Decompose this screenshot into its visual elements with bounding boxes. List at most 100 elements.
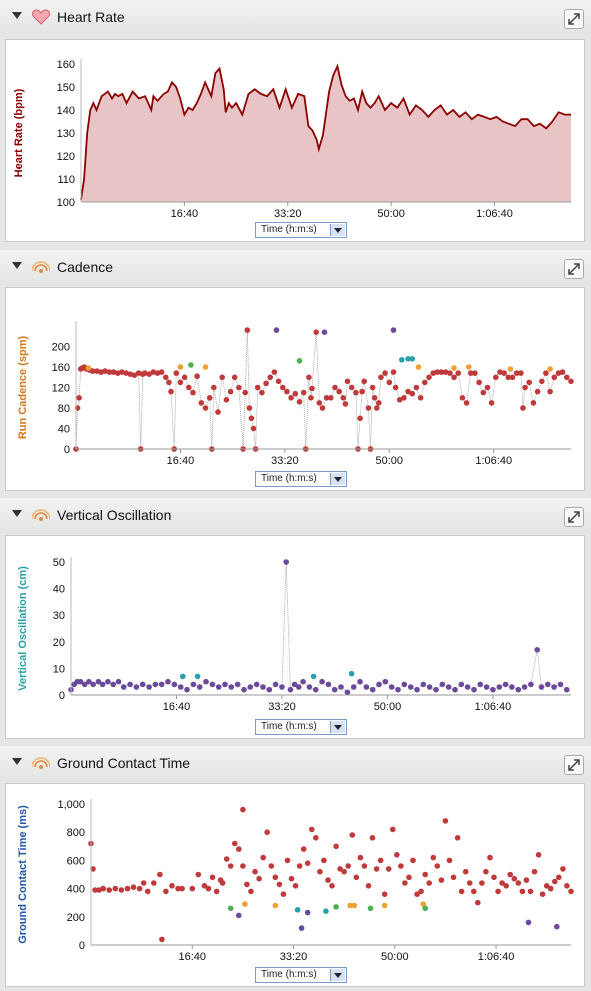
y-tick-label: 100 [57,197,75,209]
chevron-down-icon [330,969,345,981]
data-point [90,866,96,872]
data-point [325,877,331,883]
data-point [173,370,180,376]
data-point-highlight [351,902,358,909]
data-point [308,395,314,401]
data-point [163,374,169,381]
data-point [296,399,303,405]
data-point [480,389,487,396]
collapse-icon[interactable] [12,758,22,765]
data-point [296,863,303,869]
data-point [139,681,146,688]
data-point [146,371,152,377]
data-point [232,840,238,847]
data-point [209,874,216,881]
data-point [280,891,287,897]
data-point [234,681,241,688]
data-point [547,388,553,395]
data-point [247,684,254,690]
y-tick-label: 0 [64,444,70,456]
data-point [271,369,278,375]
data-point [336,388,343,395]
data-point [266,686,273,693]
data-point [342,401,349,407]
data-point [319,678,325,685]
data-point [159,936,165,943]
data-point [106,887,112,893]
cadence-panel: Cadence 0 40 80 120 160 200 16:40 33:20 50:00 1:0… [0,250,591,496]
data-point [518,370,524,376]
data-point [215,684,222,690]
data-point [304,860,311,866]
data-point [292,390,299,397]
data-point [519,888,526,895]
data-point-highlight [507,366,514,372]
data-point [564,883,570,889]
plot-group: 0 200 400 600 800 1,000 16:40 33:20 50:00 1:06:40… [17,799,574,963]
data-point [248,415,255,422]
panel-header: Cadence [0,250,591,284]
x-tick-label: 50:00 [376,455,404,467]
data-point [394,852,400,858]
data-point-highlight [202,364,209,370]
data-point [527,888,534,895]
data-point [284,388,290,395]
data-point [317,868,323,875]
data-point [409,390,416,397]
data-point [259,389,265,396]
data-point [568,378,574,385]
data-point [539,891,546,897]
data-point [422,379,428,386]
expand-icon[interactable] [564,507,584,527]
expand-icon[interactable] [564,259,584,279]
data-point [402,880,408,886]
data-point [102,368,108,374]
time-axis-selector[interactable]: Time (h:m:s) [255,471,347,487]
expand-icon[interactable] [564,755,584,775]
data-point-highlight [390,327,397,333]
data-point [439,681,446,688]
data-point [501,370,508,376]
chevron-down-icon [330,224,345,236]
time-axis-selector[interactable]: Time (h:m:s) [255,719,347,735]
data-point [300,678,306,685]
data-point [557,681,564,688]
data-point-highlight [273,327,280,333]
data-point-highlight [180,673,186,680]
plot-group: 100 110 120 130 140 150 160 16:40 33:20 50:00 1:06… [13,59,571,220]
data-point [479,880,485,886]
collapse-icon[interactable] [12,510,22,517]
data-point [140,880,147,886]
y-tick-label: 1,000 [57,799,85,811]
series-connector-line [70,561,568,693]
y-tick-label: 10 [53,663,65,675]
data-point [319,405,326,411]
data-point [100,885,106,892]
y-tick-label: 150 [57,82,75,94]
expand-icon[interactable] [564,9,584,29]
data-point [438,369,445,375]
data-point [171,681,178,688]
series-connector-line [75,330,572,450]
time-axis-selector[interactable]: Time (h:m:s) [255,967,347,983]
data-point [89,368,96,374]
data-point [534,388,541,395]
collapse-icon[interactable] [12,262,22,269]
y-tick-label: 20 [53,637,65,649]
time-axis-selector[interactable]: Time (h:m:s) [255,222,347,238]
y-axis-label: Run Cadence (spm) [17,336,29,440]
data-point [475,899,481,906]
collapse-icon[interactable] [12,12,22,19]
data-point [350,684,357,690]
data-point [376,400,382,406]
data-point [515,880,522,886]
data-point [398,863,404,869]
data-point [359,388,365,395]
data-point [361,863,368,869]
data-point [483,868,489,875]
y-tick-label: 0 [79,940,85,952]
data-point [447,370,453,376]
chevron-down-icon [330,473,345,485]
data-point-highlight [465,364,472,370]
data-point [369,686,376,693]
